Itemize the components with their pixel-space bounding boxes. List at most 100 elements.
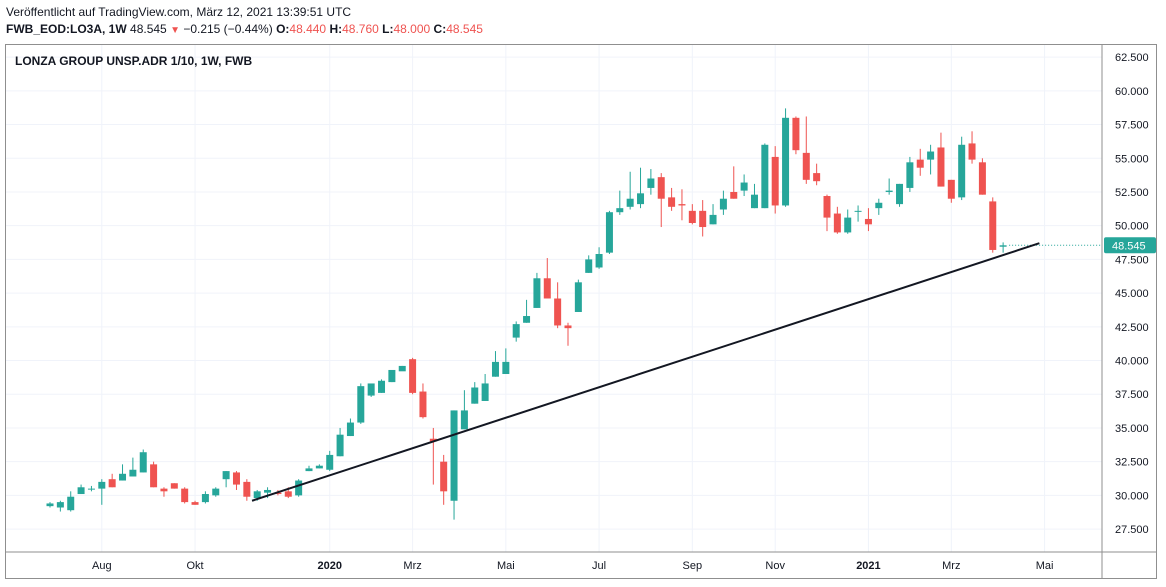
candle[interactable] xyxy=(605,210,613,255)
candle[interactable] xyxy=(305,465,313,472)
candle[interactable] xyxy=(315,464,323,469)
candle[interactable] xyxy=(999,242,1007,253)
candle[interactable] xyxy=(77,484,85,495)
candle[interactable] xyxy=(181,487,189,504)
candle[interactable] xyxy=(740,174,748,197)
candle[interactable] xyxy=(491,351,499,377)
candle[interactable] xyxy=(429,427,437,485)
candle[interactable] xyxy=(927,144,935,175)
candle[interactable] xyxy=(978,158,986,195)
candle[interactable] xyxy=(129,457,137,477)
candle[interactable] xyxy=(243,479,251,501)
time-tick-label: Mai xyxy=(1036,560,1054,572)
candle[interactable] xyxy=(688,204,696,225)
candle[interactable] xyxy=(139,449,147,473)
candle[interactable] xyxy=(357,383,365,424)
candle[interactable] xyxy=(419,383,427,419)
candle[interactable] xyxy=(637,167,645,209)
candle[interactable] xyxy=(160,487,168,497)
candle[interactable] xyxy=(626,171,634,210)
candle[interactable] xyxy=(212,487,220,497)
candle[interactable] xyxy=(56,500,64,512)
candle[interactable] xyxy=(699,200,707,237)
candle[interactable] xyxy=(564,322,572,346)
candle[interactable] xyxy=(191,500,199,505)
candle[interactable] xyxy=(326,450,334,472)
candle[interactable] xyxy=(554,282,562,329)
candle-body xyxy=(67,496,75,511)
candle[interactable] xyxy=(388,369,396,383)
candle[interactable] xyxy=(67,491,75,512)
candle[interactable] xyxy=(885,178,893,195)
candle[interactable] xyxy=(574,279,582,312)
trendline[interactable] xyxy=(251,242,1040,502)
candle[interactable] xyxy=(46,502,54,508)
candle[interactable] xyxy=(398,365,406,372)
candle[interactable] xyxy=(916,148,924,176)
candle[interactable] xyxy=(98,479,106,505)
candle[interactable] xyxy=(802,116,810,184)
candle[interactable] xyxy=(730,166,738,199)
candle[interactable] xyxy=(585,255,593,273)
candle[interactable] xyxy=(875,198,883,215)
candle[interactable] xyxy=(782,108,790,207)
candle[interactable] xyxy=(937,132,945,187)
candle[interactable] xyxy=(792,116,800,155)
price-tick-label: 40.000 xyxy=(1115,356,1149,368)
candle[interactable] xyxy=(947,179,955,203)
candle[interactable] xyxy=(719,190,727,215)
candle[interactable] xyxy=(471,382,479,404)
candle[interactable] xyxy=(616,190,624,215)
price-tick-label: 50.000 xyxy=(1115,221,1149,233)
candle-body xyxy=(792,117,800,151)
candle-body xyxy=(388,369,396,383)
candle[interactable] xyxy=(502,348,510,375)
price-tick-label: 42.500 xyxy=(1115,322,1149,334)
candle[interactable] xyxy=(989,197,997,253)
candle[interactable] xyxy=(440,454,448,505)
candle[interactable] xyxy=(367,383,375,397)
candle-body xyxy=(854,210,862,212)
candle[interactable] xyxy=(512,321,520,342)
candle[interactable] xyxy=(295,479,303,497)
candle[interactable] xyxy=(657,173,665,228)
candle[interactable] xyxy=(668,187,676,211)
candle[interactable] xyxy=(771,146,779,214)
candle[interactable] xyxy=(378,379,386,393)
candle[interactable] xyxy=(119,464,127,481)
candle[interactable] xyxy=(896,183,904,207)
candle[interactable] xyxy=(523,299,531,323)
candle[interactable] xyxy=(833,206,841,234)
candle[interactable] xyxy=(813,163,821,186)
candle[interactable] xyxy=(823,194,831,232)
candle[interactable] xyxy=(761,143,769,209)
candle[interactable] xyxy=(150,461,158,488)
candle[interactable] xyxy=(108,473,116,488)
candle[interactable] xyxy=(336,427,344,457)
candle[interactable] xyxy=(460,390,468,430)
candle[interactable] xyxy=(481,374,489,401)
candle-body xyxy=(150,464,158,488)
candle[interactable] xyxy=(709,204,717,225)
candle[interactable] xyxy=(595,247,603,269)
candle[interactable] xyxy=(450,410,458,520)
candle[interactable] xyxy=(854,205,862,222)
candle[interactable] xyxy=(87,485,95,492)
candle[interactable] xyxy=(968,131,976,164)
candle[interactable] xyxy=(958,136,966,201)
candle[interactable] xyxy=(906,156,914,192)
candle[interactable] xyxy=(864,208,872,232)
candle[interactable] xyxy=(647,169,655,195)
candle[interactable] xyxy=(170,483,178,489)
candle[interactable] xyxy=(346,418,354,437)
candle[interactable] xyxy=(409,357,417,395)
candle[interactable] xyxy=(232,471,240,490)
candle[interactable] xyxy=(543,258,551,299)
candle[interactable] xyxy=(222,471,230,488)
candle[interactable] xyxy=(201,491,209,504)
candle[interactable] xyxy=(533,272,541,308)
candle[interactable] xyxy=(678,189,686,221)
candle[interactable] xyxy=(844,209,852,234)
candle[interactable] xyxy=(750,183,758,209)
